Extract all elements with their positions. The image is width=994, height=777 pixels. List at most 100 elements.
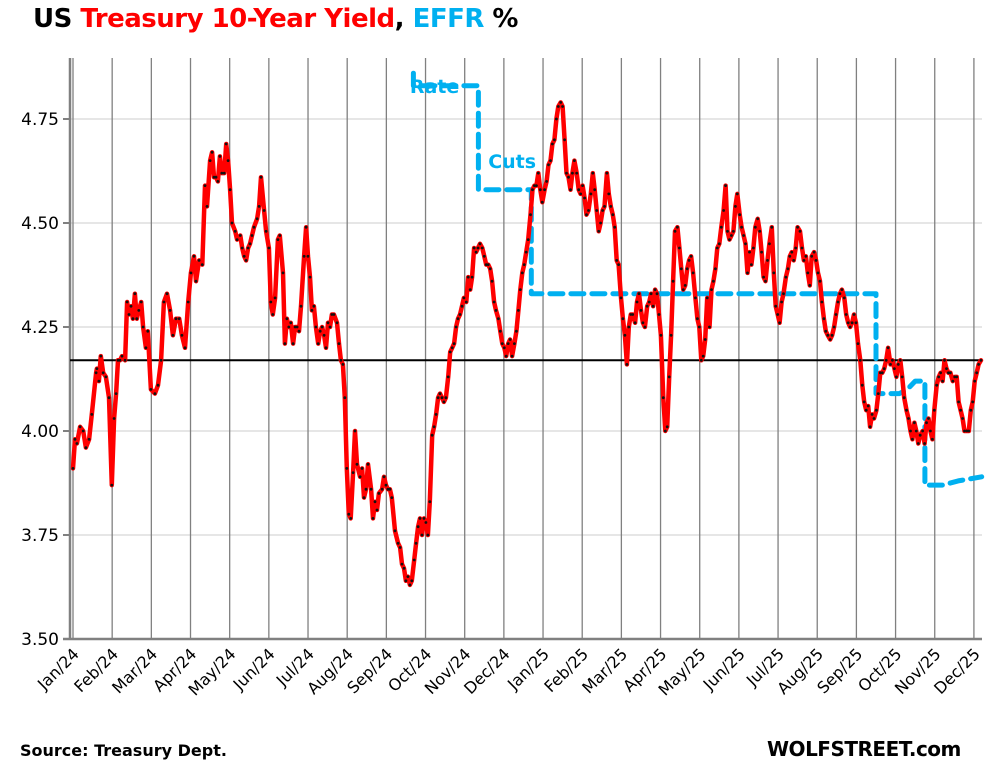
yield-data-point [192, 254, 196, 258]
yield-data-point [278, 234, 282, 237]
yield-data-point [639, 309, 643, 312]
yield-data-point [424, 521, 428, 524]
yield-data-point [911, 437, 914, 441]
yield-data-point [651, 304, 655, 308]
yield-data-point [375, 508, 379, 512]
yield-data-point [71, 467, 75, 470]
yield-data-point [927, 417, 930, 420]
yield-data-point [812, 250, 816, 254]
yield-data-point [472, 246, 476, 250]
yield-data-point [717, 242, 721, 246]
yield-data-point [384, 483, 388, 487]
yield-data-point [772, 271, 776, 275]
yield-data-point [625, 363, 629, 366]
yield-data-point [355, 462, 359, 466]
yield-data-point [285, 317, 289, 321]
yield-data-point [125, 300, 129, 304]
yield-data-point [156, 383, 160, 387]
yield-data-point [603, 205, 606, 208]
yield-data-point [921, 429, 924, 433]
yield-data-point [337, 342, 341, 345]
yield-data-point [701, 354, 705, 358]
yield-data-point [264, 229, 268, 233]
yield-data-point [218, 155, 222, 158]
yield-data-point [705, 296, 709, 300]
yield-data-point [694, 296, 697, 300]
yield-data-point [932, 408, 936, 412]
yield-data-point [240, 246, 244, 250]
yield-data-point [913, 421, 916, 425]
yield-data-point [561, 105, 564, 108]
yield-data-point [360, 467, 364, 470]
yield-data-point [545, 180, 548, 183]
yield-data-point [484, 263, 488, 266]
yield-data-point [667, 375, 671, 379]
yield-data-point [186, 300, 190, 304]
yield-data-point [320, 325, 324, 329]
yield-data-point [657, 313, 661, 316]
yield-data-point [575, 171, 579, 175]
x-tick-label: Jun/25 [699, 644, 749, 694]
yield-data-point [497, 317, 500, 321]
yield-data-point [889, 363, 892, 366]
yield-data-point [476, 246, 480, 250]
yield-data-point [393, 529, 397, 533]
yield-data-point [536, 171, 540, 175]
yield-data-point [726, 229, 729, 233]
yield-data-point [935, 383, 939, 387]
yield-data-point [895, 375, 898, 379]
yield-data-point [444, 396, 448, 400]
yield-data-point [118, 358, 122, 362]
yield-data-point [836, 300, 840, 304]
yield-data-point [834, 313, 838, 316]
yield-data-point [802, 259, 806, 262]
yield-data-point [398, 546, 402, 549]
yield-data-point [101, 371, 105, 375]
yield-data-point [112, 417, 116, 420]
y-tick-label: 4.25 [21, 318, 59, 338]
yield-data-point [310, 309, 314, 312]
yield-data-point [876, 392, 880, 395]
horizontal-gridlines [63, 118, 982, 640]
yield-data-point [434, 413, 438, 416]
yield-data-point [377, 492, 381, 495]
yield-data-point [304, 225, 308, 229]
yield-data-point [744, 242, 747, 246]
yield-data-point [538, 188, 542, 192]
yield-data-point [848, 325, 852, 329]
yield-data-point [949, 371, 952, 375]
yield-data-point [330, 313, 334, 316]
yield-data-point [663, 429, 667, 433]
yield-data-point [748, 250, 751, 254]
yield-data-point [464, 300, 468, 304]
yield-data-point [963, 429, 966, 433]
yield-data-point [165, 292, 169, 296]
yield-data-point [462, 296, 466, 300]
yield-data-point [515, 329, 518, 333]
yield-data-point [740, 225, 743, 229]
yield-data-point [673, 229, 677, 233]
yield-data-point [543, 188, 546, 192]
yield-data-point [518, 288, 522, 291]
yield-data-point [470, 275, 474, 279]
yield-data-point [914, 429, 918, 433]
yield-data-point [214, 175, 218, 179]
yield-data-point [328, 325, 332, 329]
yield-data-point [844, 313, 848, 316]
yield-data-point [661, 396, 665, 400]
yield-data-point [339, 358, 343, 362]
yield-data-point [909, 429, 912, 433]
yield-data-point [609, 205, 613, 208]
yield-data-point [478, 242, 482, 246]
yield-data-point [937, 375, 941, 379]
yield-data-point [141, 325, 145, 329]
yield-data-point [133, 292, 137, 296]
yield-data-point [959, 408, 962, 412]
yield-data-point [830, 333, 834, 337]
yield-data-point [816, 271, 820, 275]
yield-data-point [273, 296, 277, 300]
yield-data-point [730, 234, 733, 237]
yield-data-point [452, 342, 456, 345]
yield-data-point [905, 408, 908, 412]
yield-data-point [390, 496, 394, 499]
